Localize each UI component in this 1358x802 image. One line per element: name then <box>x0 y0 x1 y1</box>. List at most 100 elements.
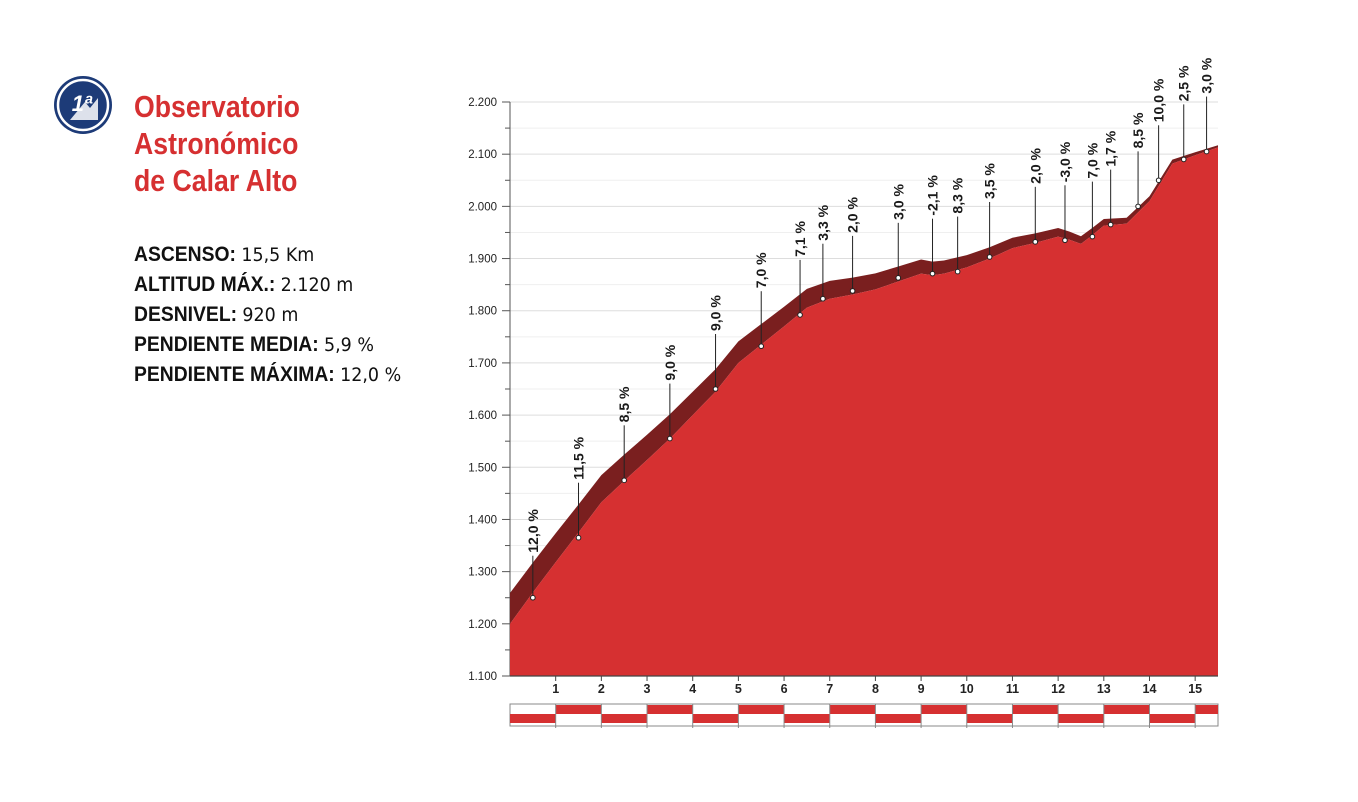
stat-key: PENDIENTE MEDIA: <box>134 333 319 356</box>
gradient-label: 8,5 % <box>616 386 632 422</box>
stat-value: 15,5 Km <box>241 244 315 266</box>
y-tick-label: 1.800 <box>468 306 497 318</box>
gradient-label: 3,0 % <box>890 184 906 220</box>
gradient-label: 3,3 % <box>815 204 831 240</box>
x-tick-label: 3 <box>644 682 651 696</box>
gradient-marker-dot <box>758 343 765 350</box>
gradient-marker-dot <box>621 477 627 484</box>
gradient-marker-dot <box>929 270 936 277</box>
km-strip-segment <box>1103 705 1150 714</box>
gradient-label: 1,7 % <box>1103 130 1119 166</box>
y-tick-label: 1.200 <box>468 619 497 631</box>
y-tick-label: 1.900 <box>468 254 497 266</box>
gradient-marker-dot <box>1180 156 1187 163</box>
category-badge-label: 1ª <box>72 91 93 116</box>
km-strip-segment <box>875 714 922 723</box>
km-strip-segment <box>692 714 739 723</box>
gradient-marker-dot <box>667 435 673 442</box>
climb-title-line: Astronómico <box>134 126 299 161</box>
stat-key: DESNIVEL: <box>134 303 238 326</box>
y-tick-label: 1.700 <box>468 358 497 370</box>
gradient-label: 8,3 % <box>950 177 966 213</box>
gradient-label: 11,5 % <box>571 436 587 479</box>
x-tick-label: 13 <box>1097 682 1111 696</box>
x-tick-label: 4 <box>689 682 696 696</box>
gradient-label: 2,5 % <box>1176 65 1192 101</box>
gradient-label: 3,5 % <box>982 163 998 199</box>
gradient-marker-dot <box>954 268 961 275</box>
km-strip-segment <box>647 705 693 714</box>
km-strip-segment <box>1012 705 1059 714</box>
x-tick-label: 15 <box>1188 682 1202 696</box>
km-strip-segment <box>1058 714 1104 723</box>
gradient-label: 2,0 % <box>1027 147 1043 183</box>
gradient-label: 12,0 % <box>525 509 541 553</box>
x-tick-label: 7 <box>826 682 833 696</box>
gradient-marker-dot <box>530 594 536 601</box>
stat-value: 12,0 % <box>340 364 402 386</box>
x-tick-label: 5 <box>735 682 742 696</box>
x-tick-label: 10 <box>960 682 974 696</box>
y-tick-label: 2.000 <box>468 201 497 213</box>
stat-key: ASCENSO: <box>134 243 236 266</box>
gradient-marker-dot <box>1203 148 1210 155</box>
x-tick-label: 1 <box>552 682 559 696</box>
gradient-marker-dot <box>1107 221 1114 228</box>
km-strip-segment <box>921 705 967 714</box>
km-strip-segment <box>1149 714 1196 723</box>
climb-stats: ASCENSO: 15,5 Km ALTITUD MÁX.: 2.120 m D… <box>134 240 401 390</box>
gradient-label: 7,1 % <box>792 221 808 257</box>
climb-title-line: de Calar Alto <box>134 163 298 198</box>
gradient-marker-dot <box>1135 203 1141 210</box>
gradient-label: 10,0 % <box>1151 78 1167 122</box>
stat-key: PENDIENTE MÁXIMA: <box>134 363 335 386</box>
x-tick-label: 8 <box>872 682 879 696</box>
y-tick-label: 1.100 <box>468 671 497 683</box>
gradient-marker-dot <box>1089 233 1096 240</box>
x-tick-label: 11 <box>1006 682 1019 696</box>
gradient-marker-dot <box>820 295 826 302</box>
stat-pendiente-maxima: PENDIENTE MÁXIMA: 12,0 % <box>134 360 401 390</box>
gradient-marker-dot <box>849 288 856 294</box>
km-strip-segment <box>829 705 876 714</box>
gradient-label: 9,0 % <box>708 295 724 331</box>
gradient-label: 7,0 % <box>753 252 769 288</box>
gradient-marker-dot <box>1062 237 1068 244</box>
km-strip-segment <box>601 714 648 723</box>
gradient-marker-dot <box>895 275 902 281</box>
km-strip-segment <box>555 705 602 714</box>
gradient-label: -2,1 % <box>925 175 941 216</box>
stat-desnivel: DESNIVEL: 920 m <box>134 300 401 330</box>
gradient-marker-dot <box>712 386 719 392</box>
stat-pendiente-media: PENDIENTE MEDIA: 5,9 % <box>134 330 401 360</box>
y-tick-label: 2.200 <box>468 97 497 109</box>
km-strip-segment <box>966 714 1013 723</box>
gradient-label: 8,5 % <box>1130 112 1146 148</box>
gradient-marker-dot <box>986 254 993 260</box>
climb-title-line: Observatorio <box>134 89 300 124</box>
x-tick-label: 6 <box>781 682 788 696</box>
gradient-marker-dot <box>797 312 803 318</box>
stat-value: 920 m <box>242 304 299 326</box>
y-tick-label: 1.300 <box>468 567 497 579</box>
gradient-label: 9,0 % <box>662 344 678 380</box>
stat-value: 5,9 % <box>324 334 374 356</box>
x-tick-label: 12 <box>1051 682 1065 696</box>
y-tick-label: 1.600 <box>468 410 497 422</box>
gradient-marker-dot <box>1155 177 1162 184</box>
stat-ascenso: ASCENSO: 15,5 Km <box>134 240 401 270</box>
x-tick-label: 9 <box>918 682 925 696</box>
gradient-marker-dot <box>1032 239 1039 245</box>
y-tick-label: 1.500 <box>468 462 497 474</box>
profile-area <box>510 147 1218 676</box>
x-tick-label: 14 <box>1143 682 1157 696</box>
y-tick-label: 1.400 <box>468 514 497 526</box>
category-badge-icon: 1ª <box>54 76 112 134</box>
km-strip-segment <box>784 714 830 723</box>
stat-altitud-max: ALTITUD MÁX.: 2.120 m <box>134 270 401 300</box>
gradient-label: 7,0 % <box>1084 142 1100 178</box>
gradient-label: 3,0 % <box>1199 57 1215 93</box>
gradient-marker-dot <box>575 534 582 541</box>
stat-key: ALTITUD MÁX.: <box>134 273 276 296</box>
